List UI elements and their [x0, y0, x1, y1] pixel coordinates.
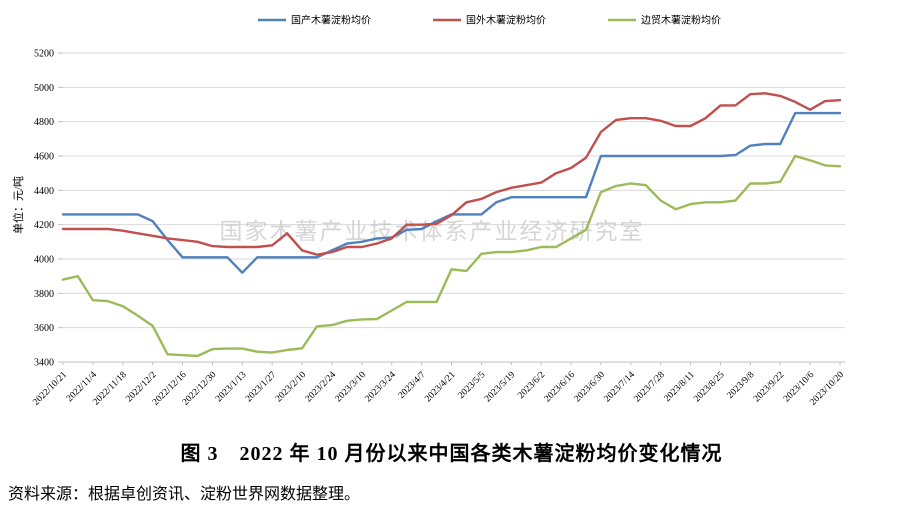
x-tick-label: 2023/8/25 [692, 370, 726, 404]
series-line-1 [61, 92, 842, 256]
legend-label: 边贸木薯淀粉均价 [641, 14, 721, 27]
y-tick-label: 4400 [34, 186, 54, 197]
chart-canvas: 国家木薯产业技术体系产业经济研究室 单位：元/吨 340036003800400… [11, 14, 846, 408]
x-tick-label: 2023/1/27 [244, 370, 278, 404]
y-tick-label: 4200 [34, 220, 54, 231]
axes [58, 52, 845, 363]
x-tick-label: 2023/2/10 [274, 370, 308, 404]
x-tick-label: 2023/6/16 [543, 370, 577, 404]
x-tick-label: 2023/2/24 [304, 370, 338, 404]
series-lines [61, 92, 842, 358]
chart-legend: 国产木薯淀粉均价 国外木薯淀粉均价 边贸木薯淀粉均价 [258, 14, 721, 27]
y-tick-label: 3400 [34, 358, 54, 369]
x-tick-label: 2023/8/11 [663, 370, 697, 404]
x-tick-label: 2023/4/21 [423, 370, 457, 404]
legend-item: 边贸木薯淀粉均价 [608, 14, 721, 27]
y-tick-label: 4600 [34, 152, 54, 163]
legend-item: 国外木薯淀粉均价 [433, 14, 546, 27]
legend-label: 国产木薯淀粉均价 [291, 14, 371, 27]
x-tick-label: 2023/5/19 [483, 370, 517, 404]
y-tick-labels: 3400 3600 3800 4000 4200 4400 4600 4800 5000 5200 [34, 49, 54, 369]
x-tick-label: 2023/1/13 [214, 370, 248, 404]
x-tick-labels: 2022/10/212022/11/42022/11/182022/12/220… [31, 362, 846, 408]
x-tick-label: 2023/7/14 [603, 370, 637, 404]
y-tick-label: 4000 [34, 255, 54, 266]
legend-label: 国外木薯淀粉均价 [466, 14, 546, 27]
gridlines [63, 52, 845, 363]
series-line-0 [61, 111, 842, 274]
x-tick-label: 2022/10/21 [31, 370, 69, 408]
y-tick-label: 3800 [34, 289, 54, 300]
figure-source: 资料来源：根据卓创资讯、淀粉世界网数据整理。 [8, 486, 361, 503]
y-tick-label: 5200 [34, 49, 54, 60]
y-tick-label: 3600 [34, 323, 54, 334]
x-tick-label: 2023/7/28 [632, 370, 666, 404]
series-line-2 [61, 154, 842, 358]
y-tick-label: 4800 [34, 117, 54, 128]
x-tick-label: 2023/6/30 [573, 370, 607, 404]
price-line-chart: 国家木薯产业技术体系产业经济研究室 单位：元/吨 3400 3600 3800 400… [11, 14, 846, 408]
figure-title: 图 3 2022 年 10 月份以来中国各类木薯淀粉均价变化情况 [180, 443, 723, 465]
x-tick-label: 2023/9/22 [752, 370, 786, 404]
x-tick-label: 2023/3/24 [364, 370, 398, 404]
y-axis-title: 单位：元/吨 [11, 176, 25, 234]
legend-item: 国产木薯淀粉均价 [258, 14, 371, 27]
y-tick-label: 5000 [34, 83, 54, 94]
x-tick-label: 2023/3/10 [334, 370, 368, 404]
